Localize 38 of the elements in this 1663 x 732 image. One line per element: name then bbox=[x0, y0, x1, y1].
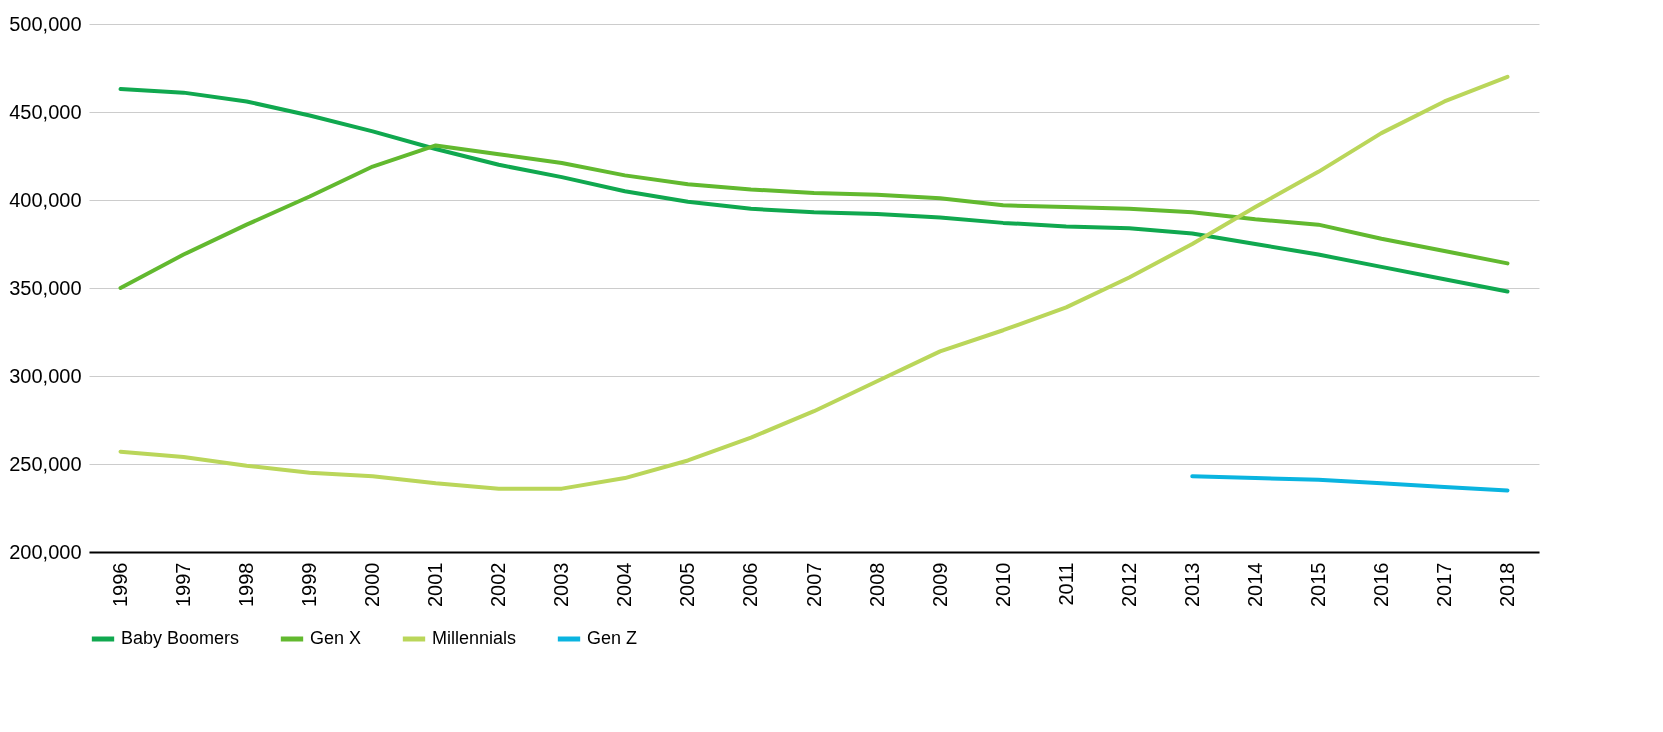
y-tick-label: 450,000 bbox=[9, 100, 82, 123]
x-tick-label: 2012 bbox=[1117, 562, 1140, 607]
x-tick-label: 2002 bbox=[487, 562, 510, 607]
x-tick-label: 2017 bbox=[1432, 562, 1455, 607]
line-series bbox=[118, 87, 1510, 294]
x-tick-label: 2007 bbox=[802, 562, 825, 607]
x-tick-label: 2003 bbox=[550, 562, 573, 607]
line-series bbox=[1190, 474, 1510, 493]
y-tick-label: 500,000 bbox=[9, 12, 82, 35]
y-tick-label: 350,000 bbox=[9, 276, 82, 299]
x-tick-label: 2008 bbox=[865, 562, 888, 607]
x-tick-label: 2001 bbox=[424, 562, 447, 607]
x-tick-label: 2006 bbox=[739, 562, 762, 607]
x-tick-label: 2011 bbox=[1054, 562, 1077, 606]
y-tick-label: 300,000 bbox=[9, 364, 82, 387]
x-tick-label: 2015 bbox=[1306, 562, 1329, 607]
x-tick-label: 1997 bbox=[172, 562, 195, 607]
y-tick-label: 200,000 bbox=[9, 540, 82, 563]
legend-label: Gen X bbox=[310, 628, 362, 648]
line-series bbox=[118, 143, 1510, 290]
x-tick-label: 2013 bbox=[1180, 562, 1203, 607]
x-tick-label: 2010 bbox=[991, 562, 1014, 607]
line-series bbox=[118, 74, 1510, 491]
x-tick-label: 2005 bbox=[676, 562, 699, 607]
legend-label: Baby Boomers bbox=[121, 628, 240, 648]
x-tick-label: 2009 bbox=[928, 562, 951, 607]
x-tick-label: 2016 bbox=[1369, 562, 1392, 607]
x-tick-label: 2000 bbox=[361, 562, 384, 607]
x-tick-label: 1996 bbox=[109, 562, 132, 607]
x-tick-label: 2014 bbox=[1243, 562, 1266, 607]
x-tick-label: 1999 bbox=[298, 562, 321, 607]
y-tick-label: 400,000 bbox=[9, 188, 82, 211]
y-tick-label: 250,000 bbox=[9, 452, 82, 475]
x-tick-label: 1998 bbox=[235, 562, 258, 607]
x-tick-label: 2004 bbox=[613, 562, 636, 607]
legend-label: Gen Z bbox=[587, 628, 638, 648]
legend-label: Millennials bbox=[432, 628, 517, 648]
x-tick-label: 2018 bbox=[1495, 562, 1518, 607]
